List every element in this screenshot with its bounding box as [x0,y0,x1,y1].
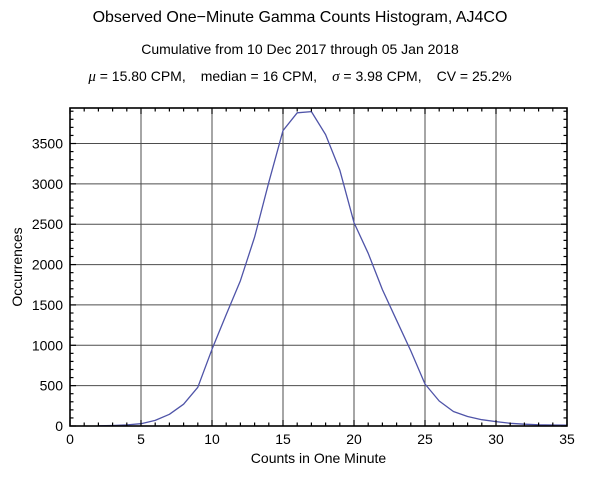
histogram-curve [98,110,568,427]
y-tick-label: 3000 [32,176,63,192]
y-tick-label: 2500 [32,216,63,232]
y-axis-label: Occurrences [9,227,25,307]
x-tick-label: 20 [346,431,362,447]
y-tick-label: 2000 [32,257,63,273]
x-tick-label: 10 [204,431,220,447]
y-tick-label: 500 [40,378,64,394]
x-tick-label: 5 [137,431,145,447]
x-tick-label: 0 [66,431,74,447]
x-tick-label: 35 [559,431,575,447]
x-tick-label: 25 [417,431,433,447]
cv-value: CV = 25.2% [436,68,512,84]
x-tick-label: 30 [488,431,504,447]
mu-value: = 15.80 CPM, [95,68,186,84]
y-tick-label: 1500 [32,297,63,313]
x-axis-label: Counts in One Minute [250,450,387,466]
median-value: median = 16 CPM, [200,68,318,84]
chart-stats-line: μ = 15.80 CPM, median = 16 CPM, σ = 3.98 C… [0,68,600,86]
plot-frame [69,107,568,427]
y-tick-label: 1000 [32,337,63,353]
y-tick-label: 0 [55,418,63,434]
sigma-value: = 3.98 CPM, [339,68,422,84]
x-tick-label: 15 [275,431,291,447]
chart-subtitle: Cumulative from 10 Dec 2017 through 05 J… [141,41,459,57]
sigma-symbol: σ [332,69,340,85]
chart-title: Observed One−Minute Gamma Counts Histogr… [92,9,508,26]
y-tick-label: 3500 [32,136,63,152]
mu-symbol: μ [88,69,96,85]
